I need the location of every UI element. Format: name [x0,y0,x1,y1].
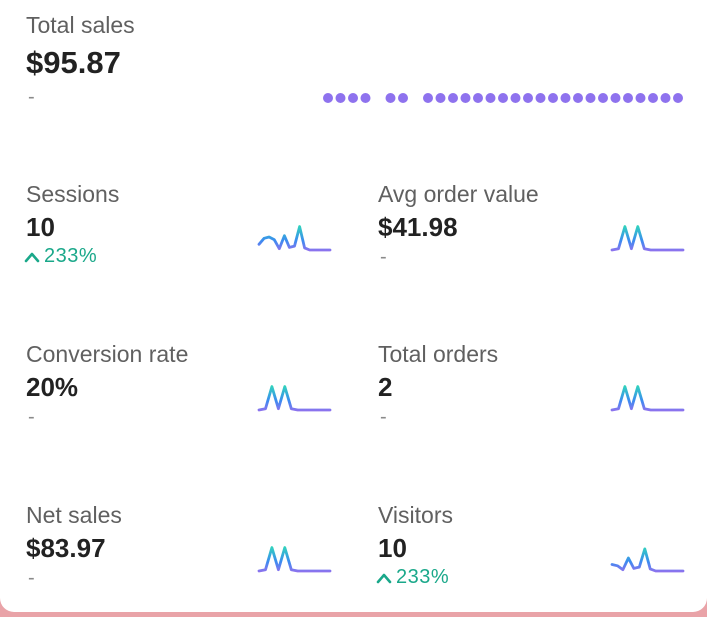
total-sales-bar[interactable] [498,93,508,103]
sparkline-path [610,385,685,412]
visitors-change: 233% [376,566,449,589]
total-orders-value: 2 [378,372,393,402]
net-sales-value: $83.97 [26,533,106,563]
total-sales-bar[interactable] [348,93,358,103]
avg-order-value-sparkline[interactable] [610,222,685,256]
avg-order-value-change: - [380,246,387,268]
total-orders-label: Total orders [378,341,499,367]
total-sales-bar-chart[interactable] [320,10,686,104]
conversion-rate-sparkline[interactable] [257,382,332,416]
total-sales-bar[interactable] [523,93,533,103]
total-sales-bar[interactable] [485,93,496,103]
total-sales-bar[interactable] [623,93,633,103]
total-orders-sparkline[interactable] [610,382,685,416]
sessions-label: Sessions [26,181,120,207]
total-sales-change: - [28,86,35,108]
total-sales-bar[interactable] [510,93,521,103]
net-sales-label: Net sales [26,502,122,528]
conversion-rate-value: 20% [26,372,79,402]
total-sales-value: $95.87 [26,45,121,80]
avg-order-value-label: Avg order value [378,181,539,207]
sparkline-path [610,225,685,252]
total-sales-bar[interactable] [673,93,683,103]
net-sales-sparkline[interactable] [257,543,332,577]
sparkline-path [257,385,332,412]
total-sales-bar[interactable] [535,93,546,103]
total-sales-label: Total sales [26,12,135,38]
total-sales-bar[interactable] [360,93,371,103]
sparkline-path [257,225,332,252]
total-sales-bar[interactable] [660,93,671,103]
total-sales-bar[interactable] [585,93,596,103]
net-sales-change: - [28,567,35,589]
total-sales-bar[interactable] [598,93,608,103]
total-sales-bar[interactable] [448,93,458,103]
sessions-sparkline[interactable] [257,222,332,256]
total-sales-bar[interactable] [385,93,396,103]
conversion-rate-label: Conversion rate [26,341,189,367]
conversion-rate-change: - [28,406,35,428]
chevron-up-icon [24,252,40,262]
total-sales-bar[interactable] [635,93,646,103]
total-sales-bar[interactable] [460,93,471,103]
visitors-change-value: 233% [396,566,450,588]
sessions-value: 10 [26,212,55,242]
total-sales-bar[interactable] [423,93,433,103]
sparkline-path [610,547,685,573]
total-sales-bar[interactable] [323,93,333,103]
total-sales-bar[interactable] [560,93,571,103]
chevron-up-icon [376,573,392,583]
total-sales-bar[interactable] [435,93,446,103]
visitors-sparkline[interactable] [610,543,685,577]
visitors-value: 10 [378,533,407,563]
total-sales-bar[interactable] [610,93,621,103]
total-sales-bar[interactable] [335,93,346,103]
sessions-change-value: 233% [44,245,98,267]
total-sales-bar[interactable] [648,93,658,103]
sparkline-path [257,546,332,573]
total-sales-bar[interactable] [473,93,483,103]
total-sales-bar[interactable] [398,93,408,103]
total-orders-change: - [380,406,387,428]
total-sales-bar[interactable] [573,93,583,103]
total-sales-bar[interactable] [548,93,558,103]
avg-order-value-value: $41.98 [378,212,458,242]
visitors-label: Visitors [378,502,453,528]
sessions-change: 233% [24,245,97,268]
